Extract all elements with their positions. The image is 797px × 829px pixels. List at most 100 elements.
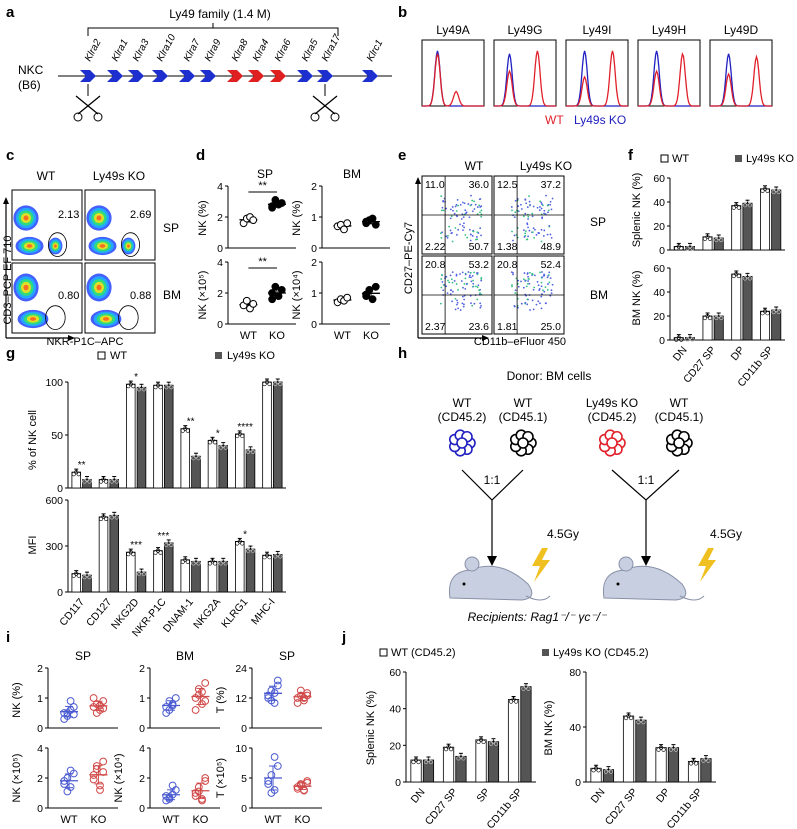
gene-label-Klra9: Klra9 [203, 37, 224, 63]
data-point [201, 679, 210, 687]
bar-point [658, 745, 664, 750]
bar-point [84, 477, 90, 482]
bar-point [128, 382, 133, 387]
flow-dot [534, 274, 536, 277]
flow-dot [543, 209, 546, 212]
flow-dot [455, 203, 458, 206]
j-legend-ko: Ly49s KO (CD45.2) [553, 647, 649, 659]
flow-dot [517, 198, 519, 200]
flow-dot [531, 299, 534, 302]
y-tick-label: 40 [653, 287, 665, 299]
bar-point [267, 555, 272, 560]
panel-j-bars: WT (CD45.2) Ly49s KO (CD45.2) Splenic NK… [365, 647, 716, 829]
flow-dot [463, 303, 465, 306]
i-title: SP [75, 649, 91, 663]
flow-dot [524, 232, 527, 235]
sig-label: ** [258, 256, 267, 268]
flow-dot [440, 232, 442, 235]
flow-dot [452, 290, 454, 293]
flow-dot [451, 271, 454, 274]
j-ylabel-left: Splenic NK (%) [365, 691, 377, 766]
flow-dot [540, 285, 543, 288]
bar-ly49s-ko [191, 455, 201, 489]
flow-dot [546, 233, 549, 236]
flow-dot [466, 236, 469, 239]
y-tick-label: 60 [389, 667, 401, 679]
e-axis-arrows [417, 180, 486, 339]
x-tick-label: MHC-I [249, 596, 278, 627]
flow-dot [531, 215, 534, 218]
flow-dot [456, 199, 459, 201]
bar-ly49s-ko [163, 542, 174, 593]
data-point [89, 775, 98, 784]
bar-point [747, 203, 753, 208]
scissors-handle [330, 112, 340, 122]
data-point [242, 296, 251, 305]
flow-dot [451, 240, 454, 243]
data-point [249, 299, 258, 308]
bar-point [523, 684, 529, 689]
bar-wt [71, 573, 82, 593]
hist-frame [637, 39, 701, 107]
data-point [271, 282, 280, 291]
flow-dot [470, 280, 473, 283]
flow-dot [527, 218, 529, 220]
bar-point [103, 516, 109, 521]
bar-point [668, 747, 674, 752]
x-tick-label: DP [729, 344, 748, 363]
h-donor1b-sub: (CD45.1) [499, 410, 548, 424]
flow-dot [475, 285, 477, 288]
x-tick-label: WT [264, 814, 281, 826]
bar-point [109, 479, 114, 484]
hist-frame [421, 39, 485, 107]
bar-point [169, 385, 174, 390]
flow-dot [526, 206, 529, 208]
x-tick-label: WT [240, 330, 257, 342]
y-tick-label: 0 [37, 803, 43, 815]
bar-point [481, 739, 486, 744]
bar-point [687, 335, 693, 340]
nkc-label: NKC [18, 63, 44, 77]
flow-dot [471, 304, 474, 307]
flow-dot [440, 195, 443, 198]
flow-dot [478, 289, 481, 292]
ly49-family-label: Ly49 family (1.4 M) [169, 7, 271, 21]
bar-wt [235, 433, 245, 489]
c-ylabel: CD3–PCP EF 710 [2, 235, 14, 324]
flow-dot [442, 209, 445, 212]
g-ylabel-bottom: MFI [27, 536, 39, 555]
hist-title: Ly49D [724, 23, 759, 37]
y-tick-label: 0 [217, 243, 223, 255]
bar-point [731, 273, 736, 279]
hist-title: Ly49A [436, 23, 470, 37]
gene-arrow-Klra3 [128, 70, 144, 82]
c-axis-arrows [5, 200, 72, 339]
y-tick-label: 2 [37, 663, 43, 675]
bar-point [275, 552, 280, 557]
flow-dot [517, 279, 520, 282]
flow-dot [457, 288, 459, 291]
bar-point [762, 309, 768, 314]
bar-point [638, 718, 644, 723]
h-donor2a-sub: (CD45.2) [588, 410, 637, 424]
data-point [89, 771, 98, 779]
flow-dot [547, 209, 550, 212]
scissors-handle [93, 112, 103, 122]
flow-dot [527, 275, 529, 278]
bar-point [112, 477, 117, 482]
flow-dot [541, 276, 544, 279]
y-tick-label: 4 [37, 743, 43, 755]
bar-wt [180, 559, 191, 593]
bar-ly49s-ko [163, 384, 174, 489]
bar-point [513, 699, 519, 704]
bar-point [278, 554, 283, 559]
bar-point [76, 573, 81, 578]
panel-letter-e: e [398, 147, 406, 164]
flow-dot [440, 302, 442, 305]
bar-point [180, 559, 185, 564]
data-point [303, 691, 312, 700]
bar-ly49s-ko [742, 275, 753, 341]
panel-letters: a b c d e f g h i j [6, 4, 634, 646]
flow-dot [527, 226, 529, 229]
bar-wt [731, 273, 742, 341]
